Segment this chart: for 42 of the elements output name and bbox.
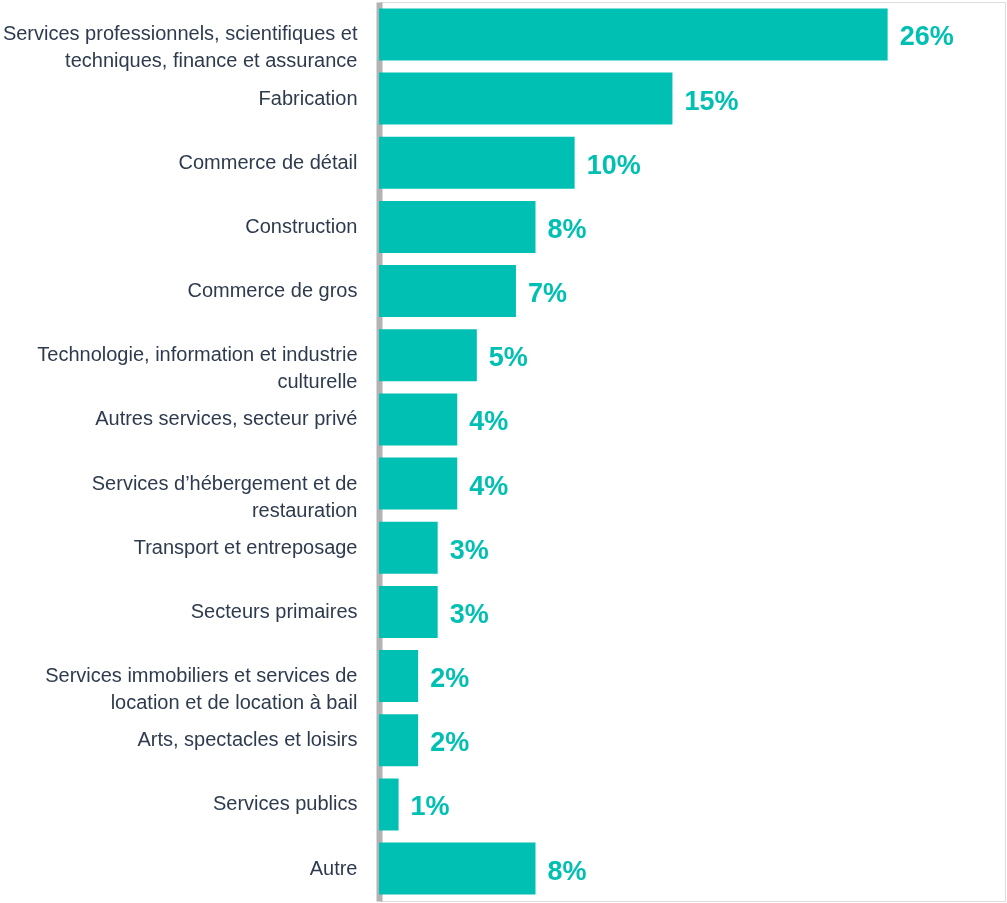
bar bbox=[379, 585, 438, 638]
data-label: 15% bbox=[684, 85, 739, 116]
y-tick-label: Services publics bbox=[212, 792, 358, 815]
y-tick-label: Services d’hébergement et de restauration bbox=[91, 471, 358, 521]
y-tick-label: Secteurs primaires bbox=[190, 599, 358, 622]
bar bbox=[379, 714, 419, 767]
bar bbox=[379, 650, 419, 703]
data-label: 3% bbox=[449, 598, 489, 629]
data-label: 2% bbox=[430, 727, 470, 758]
data-label: 8% bbox=[547, 855, 587, 886]
bar bbox=[379, 393, 458, 446]
y-tick-label: Fabrication bbox=[258, 86, 358, 109]
bar bbox=[379, 72, 673, 125]
y-tick-label: Technologie, information et industrie culturelle bbox=[37, 343, 358, 393]
bar bbox=[379, 329, 477, 382]
data-label: 4% bbox=[469, 406, 509, 437]
data-label: 26% bbox=[899, 21, 954, 52]
y-tick-label: Commerce de gros bbox=[187, 279, 358, 302]
bar bbox=[379, 778, 399, 831]
data-label: 10% bbox=[586, 149, 641, 180]
y-tick-label: Services professionnels, scientifiques et techniques, finance et assurance bbox=[2, 22, 358, 72]
y-tick-label: Arts, spectacles et loisirs bbox=[137, 728, 358, 751]
y-tick-label: Transport et entreposage bbox=[133, 535, 358, 558]
data-label: 3% bbox=[449, 534, 489, 565]
bar bbox=[379, 457, 458, 510]
data-label: 2% bbox=[430, 663, 470, 694]
data-label: 1% bbox=[410, 791, 450, 822]
bar bbox=[379, 136, 575, 189]
data-label: 7% bbox=[527, 278, 567, 309]
y-tick-label: Autre bbox=[309, 856, 358, 879]
bar bbox=[379, 200, 536, 253]
y-tick-label: Autres services, secteur privé bbox=[95, 407, 358, 430]
y-tick-label: Services immobiliers et services de location et de location à bail bbox=[45, 664, 358, 714]
y-tick-label: Construction bbox=[245, 214, 358, 237]
bar bbox=[379, 842, 536, 895]
bar bbox=[379, 8, 888, 61]
bar bbox=[379, 521, 438, 574]
data-label: 8% bbox=[547, 213, 587, 244]
data-label: 5% bbox=[488, 342, 528, 373]
bar bbox=[379, 265, 516, 318]
y-tick-label: Commerce de détail bbox=[178, 150, 358, 173]
data-label: 4% bbox=[469, 470, 509, 501]
